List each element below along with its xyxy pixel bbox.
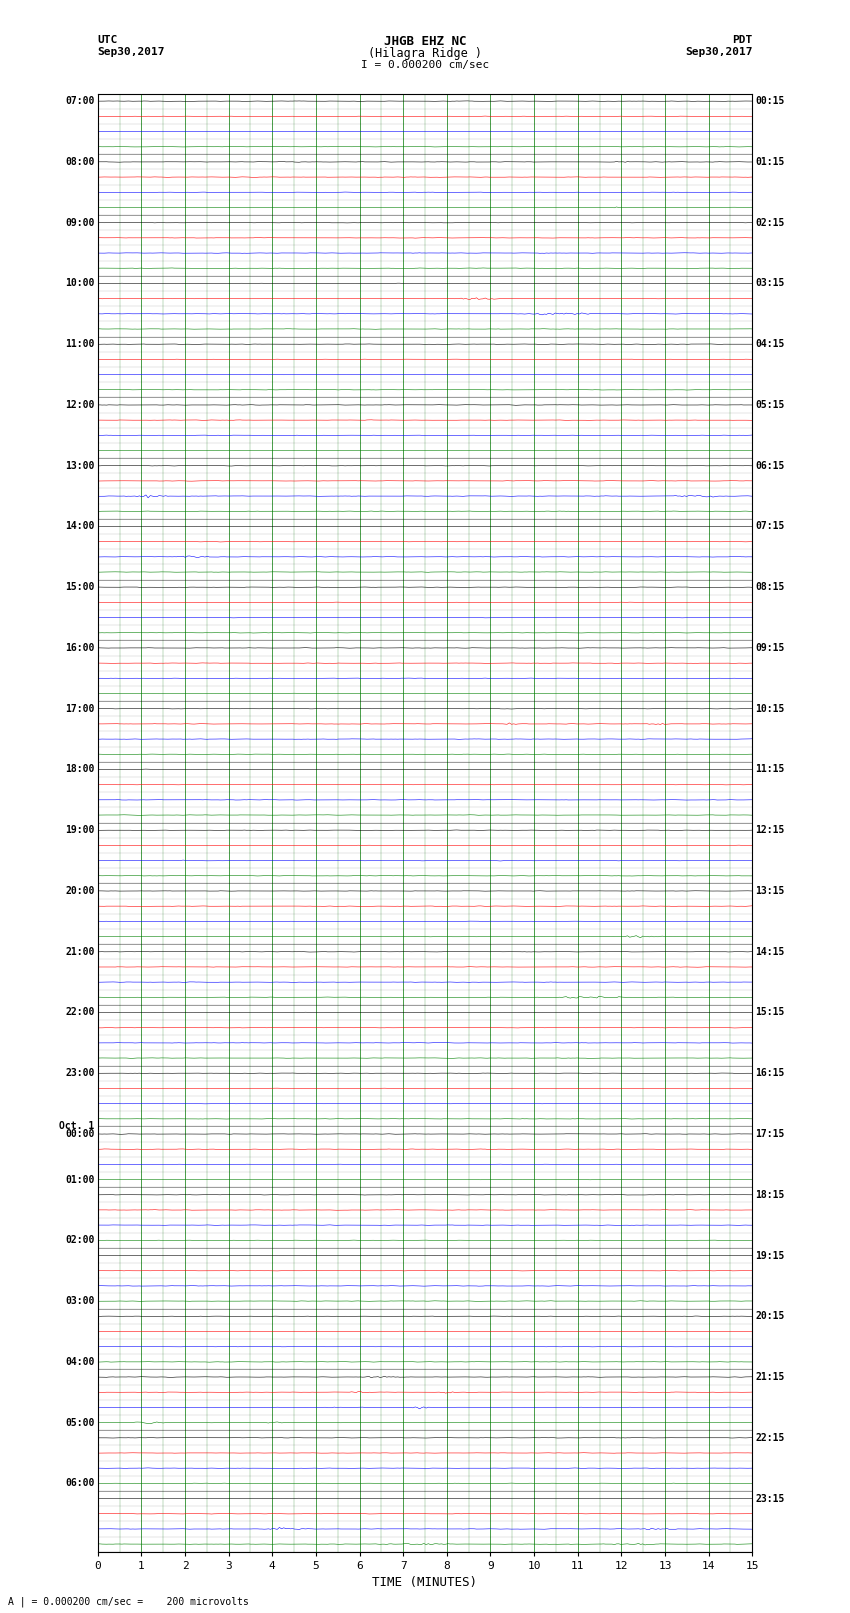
Text: 20:00: 20:00 — [65, 886, 94, 895]
Text: I = 0.000200 cm/sec: I = 0.000200 cm/sec — [361, 60, 489, 69]
Text: A | = 0.000200 cm/sec =    200 microvolts: A | = 0.000200 cm/sec = 200 microvolts — [8, 1595, 249, 1607]
Text: 01:00: 01:00 — [65, 1174, 94, 1184]
Text: 21:15: 21:15 — [756, 1373, 785, 1382]
Text: 23:15: 23:15 — [756, 1494, 785, 1503]
Text: 17:15: 17:15 — [756, 1129, 785, 1139]
Text: 11:00: 11:00 — [65, 339, 94, 348]
Text: 02:15: 02:15 — [756, 218, 785, 227]
Text: 07:00: 07:00 — [65, 97, 94, 106]
Text: 00:15: 00:15 — [756, 97, 785, 106]
Text: 16:15: 16:15 — [756, 1068, 785, 1077]
Text: 12:00: 12:00 — [65, 400, 94, 410]
Text: 22:00: 22:00 — [65, 1008, 94, 1018]
Text: 20:15: 20:15 — [756, 1311, 785, 1321]
Text: Sep30,2017: Sep30,2017 — [685, 47, 752, 56]
Text: (Hilagra Ridge ): (Hilagra Ridge ) — [368, 47, 482, 60]
Text: 19:15: 19:15 — [756, 1250, 785, 1260]
Text: 03:00: 03:00 — [65, 1297, 94, 1307]
Text: 07:15: 07:15 — [756, 521, 785, 531]
Text: 08:00: 08:00 — [65, 156, 94, 166]
Text: 13:00: 13:00 — [65, 461, 94, 471]
Text: 06:15: 06:15 — [756, 461, 785, 471]
Text: 19:00: 19:00 — [65, 826, 94, 836]
Text: 09:15: 09:15 — [756, 644, 785, 653]
Text: 00:00: 00:00 — [65, 1129, 94, 1139]
Text: 09:00: 09:00 — [65, 218, 94, 227]
Text: 06:00: 06:00 — [65, 1479, 94, 1489]
X-axis label: TIME (MINUTES): TIME (MINUTES) — [372, 1576, 478, 1589]
Text: 05:15: 05:15 — [756, 400, 785, 410]
Text: 14:15: 14:15 — [756, 947, 785, 957]
Text: 14:00: 14:00 — [65, 521, 94, 531]
Text: 18:00: 18:00 — [65, 765, 94, 774]
Text: 18:15: 18:15 — [756, 1190, 785, 1200]
Text: Sep30,2017: Sep30,2017 — [98, 47, 165, 56]
Text: 13:15: 13:15 — [756, 886, 785, 895]
Text: 01:15: 01:15 — [756, 156, 785, 166]
Text: 23:00: 23:00 — [65, 1068, 94, 1077]
Text: 12:15: 12:15 — [756, 826, 785, 836]
Text: 04:15: 04:15 — [756, 339, 785, 348]
Text: 17:00: 17:00 — [65, 703, 94, 713]
Text: 10:15: 10:15 — [756, 703, 785, 713]
Text: 05:00: 05:00 — [65, 1418, 94, 1428]
Text: 15:00: 15:00 — [65, 582, 94, 592]
Text: 16:00: 16:00 — [65, 644, 94, 653]
Text: 08:15: 08:15 — [756, 582, 785, 592]
Text: UTC: UTC — [98, 35, 118, 45]
Text: 11:15: 11:15 — [756, 765, 785, 774]
Text: 10:00: 10:00 — [65, 279, 94, 289]
Text: 04:00: 04:00 — [65, 1357, 94, 1366]
Text: 15:15: 15:15 — [756, 1008, 785, 1018]
Text: 03:15: 03:15 — [756, 279, 785, 289]
Text: JHGB EHZ NC: JHGB EHZ NC — [383, 35, 467, 48]
Text: 22:15: 22:15 — [756, 1432, 785, 1442]
Text: 21:00: 21:00 — [65, 947, 94, 957]
Text: 02:00: 02:00 — [65, 1236, 94, 1245]
Text: PDT: PDT — [732, 35, 752, 45]
Text: Oct. 1: Oct. 1 — [60, 1121, 94, 1131]
